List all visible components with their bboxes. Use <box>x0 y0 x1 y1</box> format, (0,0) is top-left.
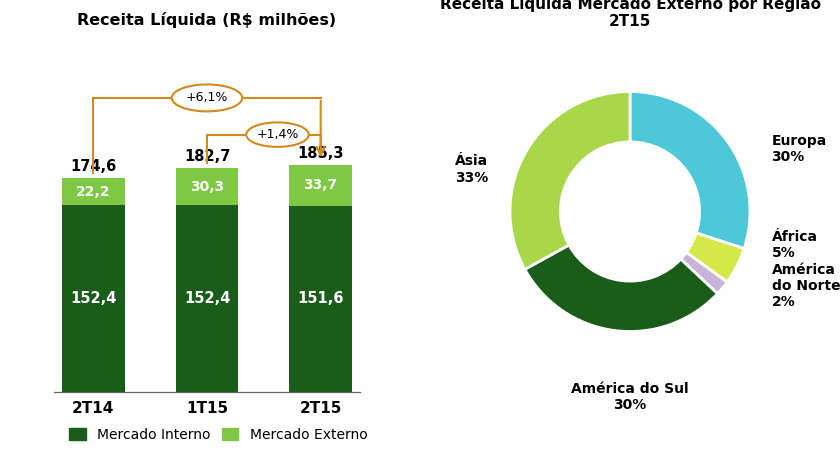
Wedge shape <box>510 91 630 269</box>
Text: 1T15: 1T15 <box>186 402 228 416</box>
Bar <box>176 168 239 205</box>
Ellipse shape <box>246 123 309 147</box>
Bar <box>62 178 124 205</box>
Bar <box>290 165 352 206</box>
Text: América do Sul
30%: América do Sul 30% <box>571 382 689 412</box>
Text: 2T14: 2T14 <box>72 402 114 416</box>
Text: 2T15: 2T15 <box>300 402 342 416</box>
Text: Ásia
33%: Ásia 33% <box>455 154 488 185</box>
Text: Europa
30%: Europa 30% <box>772 134 827 164</box>
Text: 174,6: 174,6 <box>71 159 117 174</box>
Bar <box>62 205 124 392</box>
Text: 30,3: 30,3 <box>190 179 224 194</box>
Bar <box>290 206 352 392</box>
Bar <box>176 205 239 392</box>
Wedge shape <box>686 233 744 282</box>
Text: Receita Líquida (R$ milhões): Receita Líquida (R$ milhões) <box>77 12 337 28</box>
Text: 33,7: 33,7 <box>303 179 338 192</box>
Text: 182,7: 182,7 <box>184 149 230 164</box>
Text: 151,6: 151,6 <box>297 291 344 307</box>
Text: 152,4: 152,4 <box>71 291 117 306</box>
Title: Receita Líquida Mercado Externo por Região
2T15: Receita Líquida Mercado Externo por Regi… <box>439 0 821 29</box>
Text: América
do Norte
2%: América do Norte 2% <box>772 263 840 309</box>
Legend: Mercado Interno, Mercado Externo: Mercado Interno, Mercado Externo <box>64 422 373 448</box>
Text: África
5%: África 5% <box>772 230 817 260</box>
Text: +1,4%: +1,4% <box>256 128 299 141</box>
Wedge shape <box>680 252 727 294</box>
Text: +6,1%: +6,1% <box>186 91 228 104</box>
Wedge shape <box>525 245 717 331</box>
Text: 152,4: 152,4 <box>184 291 230 306</box>
Text: 185,3: 185,3 <box>297 146 344 161</box>
Wedge shape <box>630 91 750 249</box>
Text: 22,2: 22,2 <box>76 185 111 199</box>
Ellipse shape <box>172 84 242 112</box>
